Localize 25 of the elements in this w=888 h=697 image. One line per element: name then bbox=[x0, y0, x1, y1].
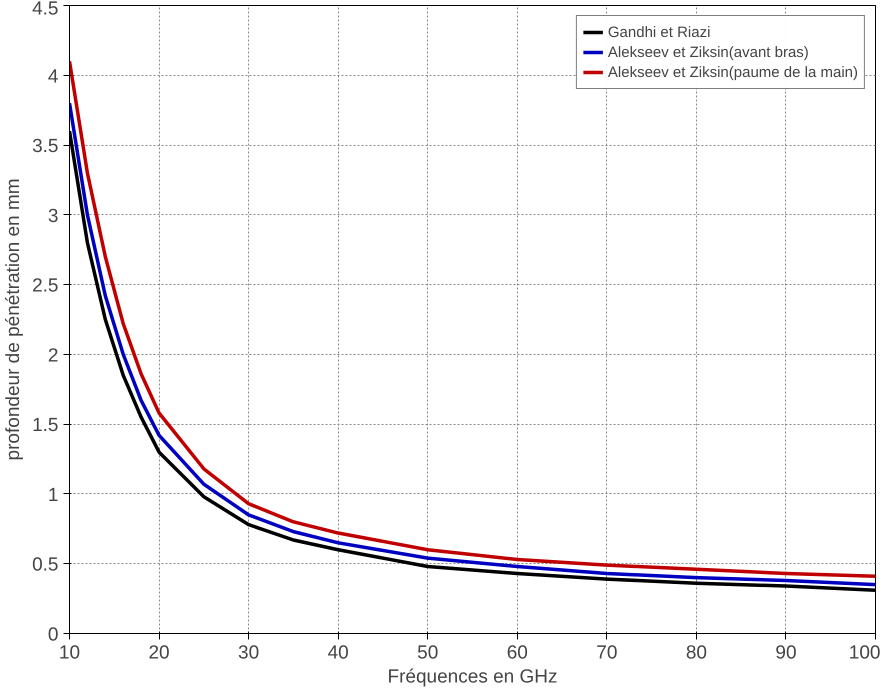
y-axis-title: profondeur de pénétration en mm bbox=[3, 178, 24, 461]
legend-label: Gandhi et Riazi bbox=[608, 24, 710, 40]
y-tick-label: 4 bbox=[48, 66, 59, 88]
legend-label: Alekseev et Ziksin(avant bras) bbox=[608, 44, 809, 60]
x-axis-title: Fréquences en GHz bbox=[387, 666, 558, 688]
x-tick-label: 10 bbox=[58, 642, 80, 664]
y-tick-label: 1 bbox=[48, 484, 59, 506]
x-tick-label: 80 bbox=[686, 642, 707, 664]
x-tick-label: 90 bbox=[775, 642, 797, 664]
x-tick-label: 100 bbox=[848, 642, 880, 664]
y-tick-label: 2 bbox=[48, 345, 59, 366]
x-tick-label: 60 bbox=[506, 642, 528, 664]
y-tick-label: 4.5 bbox=[32, 0, 59, 20]
legend-label: Alekseev et Ziksin(paume de la main) bbox=[608, 64, 858, 80]
y-tick-label: 0.5 bbox=[32, 554, 59, 576]
x-tick-label: 70 bbox=[596, 642, 618, 664]
y-tick-label: 3.5 bbox=[32, 136, 59, 158]
x-tick-label: 30 bbox=[238, 642, 260, 664]
x-tick-label: 20 bbox=[148, 642, 170, 664]
x-tick-label: 50 bbox=[417, 642, 438, 664]
y-tick-label: 2.5 bbox=[32, 276, 59, 297]
y-tick-label: 0 bbox=[48, 624, 59, 646]
y-tick-label: 3 bbox=[48, 206, 59, 227]
y-tick-label: 1.5 bbox=[32, 415, 59, 436]
x-tick-label: 40 bbox=[328, 642, 349, 664]
